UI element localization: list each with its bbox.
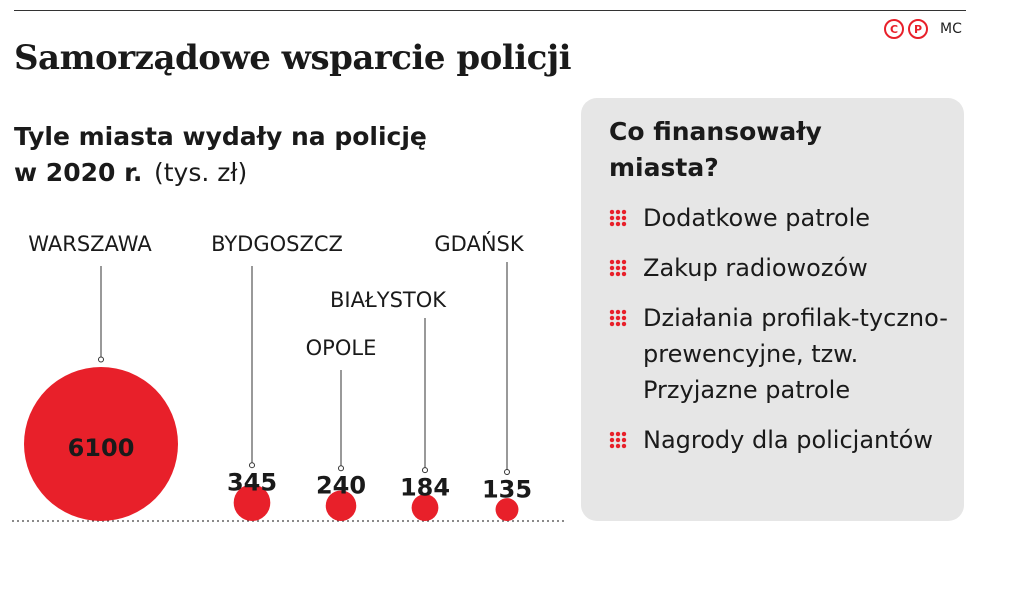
list-item: Działania profilak-tyczno-prewencyjne, t… [609, 300, 954, 408]
value-label: 6100 [68, 434, 135, 462]
panel-title: Co finansowały miasta? [609, 117, 822, 182]
leader-dot [249, 462, 255, 469]
chart-subtitle: Tyle miasta wydały na policję w 2020 r. (… [14, 119, 474, 191]
list-item: Nagrody dla policjantów [609, 422, 954, 458]
value-label: 345 [227, 469, 277, 497]
chart-subtitle-main: Tyle miasta wydały na policję w 2020 r. [14, 122, 427, 187]
leader-dot [504, 469, 510, 476]
city-label: BIAŁYSTOK [330, 288, 447, 312]
dot-grid-icon [609, 309, 627, 327]
list-item-label: Działania profilak-tyczno-prewencyjne, t… [643, 304, 948, 404]
list-item: Dodatkowe patrole [609, 200, 954, 236]
info-panel: Co finansowały miasta? Dodatkowe patrole… [581, 98, 964, 521]
bubble [411, 494, 439, 521]
dot-grid-icon [609, 259, 627, 277]
list-item-label: Zakup radiowozów [643, 254, 868, 282]
bubble [24, 367, 178, 521]
leader-dot [98, 356, 104, 363]
city-label: BYDGOSZCZ [211, 232, 343, 256]
list-item-label: Nagrody dla policjantów [643, 426, 933, 454]
chart-unit: (tys. zł) [154, 158, 248, 187]
value-label: 135 [482, 476, 532, 504]
value-label: 184 [400, 474, 450, 502]
top-rule [14, 10, 966, 11]
city-label: OPOLE [306, 336, 377, 360]
bubble-chart: WARSZAWA 6100 BYDGOSZCZ 345 OPOLE 240 BIAŁYSTO… [12, 231, 566, 522]
page-title: Samorządowe wsparcie policji [14, 38, 572, 78]
dot-grid-icon [609, 209, 627, 227]
bubble [325, 490, 357, 521]
panel-list: Dodatkowe patrole Zakup radiowozów Dział… [609, 200, 954, 472]
leader-dot [338, 465, 344, 472]
dot-grid-icon [609, 431, 627, 449]
copyright-c-icon: C [884, 19, 904, 39]
leader-dot [422, 467, 428, 474]
list-item-label: Dodatkowe patrole [643, 204, 871, 232]
bubble [233, 484, 271, 521]
city-label: WARSZAWA [28, 232, 152, 256]
city-label: GDAŃSK [434, 231, 524, 256]
list-item: Zakup radiowozów [609, 250, 954, 286]
bubble [495, 498, 519, 521]
publisher-logo: C P MC [884, 19, 962, 39]
value-label: 240 [316, 472, 366, 500]
author-initials: MC [940, 21, 962, 37]
copyright-p-icon: P [908, 19, 928, 39]
